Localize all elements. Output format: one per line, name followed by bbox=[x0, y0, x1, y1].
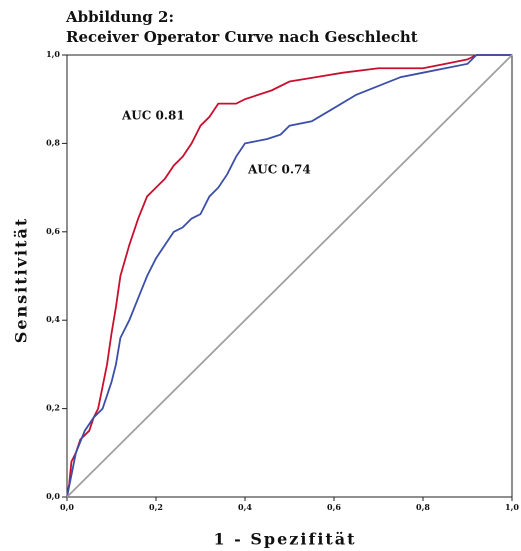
annotation: AUC 0.81 bbox=[121, 109, 185, 123]
plot-frame bbox=[66, 54, 513, 498]
y-tick-label: 1,0 bbox=[46, 49, 60, 59]
annotation: AUC 0.74 bbox=[247, 163, 311, 177]
y-tick-label: 0,2 bbox=[46, 403, 60, 413]
y-tick-label: 0,4 bbox=[46, 314, 60, 324]
x-tick-label: 0,2 bbox=[149, 502, 163, 512]
roc-line bbox=[66, 54, 513, 498]
x-tick-label: 0,8 bbox=[416, 502, 430, 512]
x-tick-label: 1,0 bbox=[505, 502, 519, 512]
y-axis-label: Sensitivität bbox=[12, 217, 31, 343]
chart-title: Abbildung 2: bbox=[65, 8, 174, 26]
x-tick-label: 0,4 bbox=[238, 502, 252, 512]
chart-title: Receiver Operator Curve nach Geschlecht bbox=[66, 28, 418, 46]
y-tick-label: 0,6 bbox=[46, 226, 60, 236]
x-tick-label: 0,6 bbox=[327, 502, 341, 512]
y-tick-label: 0,0 bbox=[46, 491, 60, 501]
x-tick-label: 0,0 bbox=[60, 502, 74, 512]
x-axis-label: 1 - Spezifität bbox=[213, 530, 356, 549]
y-tick-label: 0,8 bbox=[46, 137, 60, 147]
roc-line bbox=[66, 54, 512, 498]
